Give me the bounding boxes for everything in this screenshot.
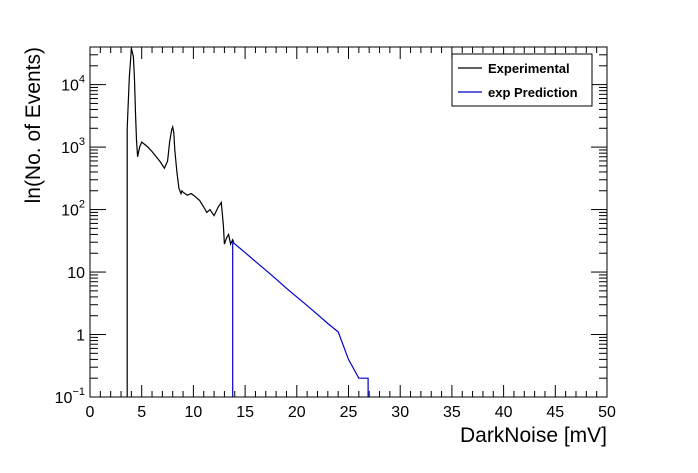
series-line-experimental <box>126 48 235 397</box>
y-tick-label: 10−1 <box>55 386 85 407</box>
y-tick-label: 103 <box>61 136 85 157</box>
x-tick-label: 45 <box>546 404 564 421</box>
x-tick-label: 20 <box>288 404 306 421</box>
y-axis-label: ln(No. of Events) <box>22 47 45 203</box>
legend-label: Experimental <box>488 61 570 76</box>
x-tick-label: 5 <box>137 404 146 421</box>
x-tick-label: 30 <box>391 404 409 421</box>
series-line-exp-prediction <box>232 240 369 397</box>
y-tick-label: 104 <box>61 74 85 95</box>
y-tick-label: 1 <box>76 328 85 345</box>
x-tick-label: 10 <box>185 404 203 421</box>
x-tick-label: 35 <box>443 404 461 421</box>
x-tick-label: 15 <box>236 404 254 421</box>
x-tick-label: 0 <box>86 404 95 421</box>
x-tick-label: 50 <box>598 404 616 421</box>
legend-box <box>451 53 593 107</box>
legend: Experimental exp Prediction <box>451 53 593 107</box>
plot-frame <box>89 46 608 398</box>
legend-label: exp Prediction <box>488 85 578 100</box>
y-tick-label: 102 <box>61 199 85 220</box>
x-tick-label: 25 <box>340 404 358 421</box>
series-layer <box>126 48 369 397</box>
x-axis-label: DarkNoise [mV] <box>460 424 607 447</box>
y-tick-label: 10 <box>67 265 85 282</box>
x-tick-label: 40 <box>495 404 513 421</box>
